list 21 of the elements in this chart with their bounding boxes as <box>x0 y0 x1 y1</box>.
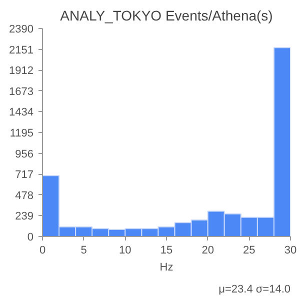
y-tick-label: 1195 <box>10 128 34 140</box>
x-tick-label: 20 <box>202 244 214 256</box>
y-tick-label: 2151 <box>9 44 34 56</box>
x-tick-label: 25 <box>243 244 256 256</box>
x-tick-label: 15 <box>160 244 173 256</box>
x-axis-title: Hz <box>160 262 174 274</box>
y-tick-label: 478 <box>15 190 34 202</box>
y-tick-label: 1434 <box>9 106 34 119</box>
text: μ=23.4 σ=14.0 <box>218 284 291 296</box>
x-tick-label: 0 <box>39 244 46 256</box>
x-tick-label: 10 <box>119 244 132 256</box>
x-tick-label: 30 <box>284 244 297 256</box>
y-tick-label: 239 <box>15 210 34 223</box>
y-tick-label: 0 <box>27 232 34 244</box>
x-tick-label: 5 <box>80 244 87 256</box>
y-tick-label: 2390 <box>9 24 34 36</box>
y-tick-label: 1912 <box>9 65 34 78</box>
y-tick-label: 717 <box>15 169 34 182</box>
y-tick-label: 956 <box>15 148 34 160</box>
chart-title: ANALY_TOKYO Events/Athena(s) <box>60 8 273 24</box>
y-tick-label: 1673 <box>9 86 34 98</box>
